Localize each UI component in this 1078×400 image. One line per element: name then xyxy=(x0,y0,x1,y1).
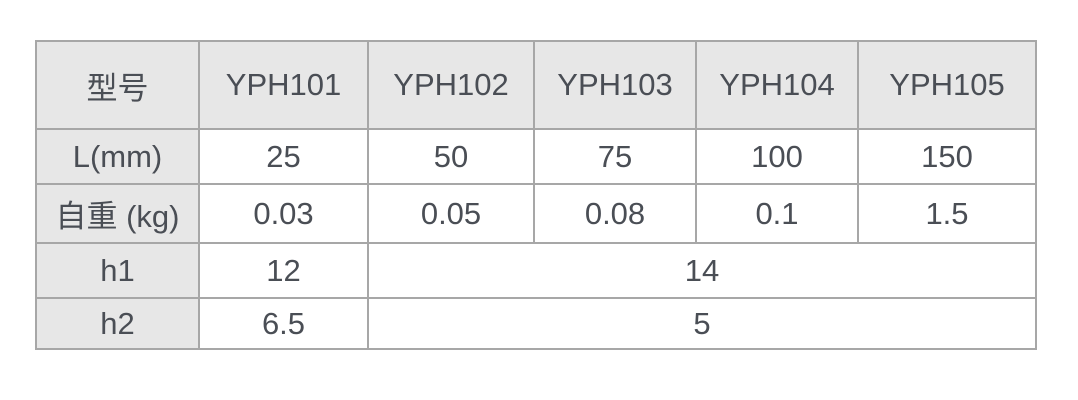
table-row-weight: 自重 (kg) 0.03 0.05 0.08 0.1 1.5 xyxy=(35,183,1037,244)
weight-value-yph104: 0.1 xyxy=(695,183,859,244)
table-row-h1: h1 12 14 xyxy=(35,242,1037,299)
table-header-row: 型号 YPH101 YPH102 YPH103 YPH104 YPH105 xyxy=(35,40,1037,130)
length-value-yph102: 50 xyxy=(367,128,535,185)
header-cell-yph105: YPH105 xyxy=(857,40,1037,130)
header-cell-yph103: YPH103 xyxy=(533,40,697,130)
h1-value-yph101: 12 xyxy=(198,242,369,299)
row-label-h2: h2 xyxy=(35,297,200,350)
weight-value-yph102: 0.05 xyxy=(367,183,535,244)
row-label-h1: h1 xyxy=(35,242,200,299)
row-label-weight: 自重 (kg) xyxy=(35,183,200,244)
length-value-yph105: 150 xyxy=(857,128,1037,185)
row-label-length: L(mm) xyxy=(35,128,200,185)
header-cell-yph104: YPH104 xyxy=(695,40,859,130)
table-row-length: L(mm) 25 50 75 100 150 xyxy=(35,128,1037,185)
product-spec-table: 型号 YPH101 YPH102 YPH103 YPH104 YPH105 L(… xyxy=(35,40,1037,350)
header-model-label: 型号 xyxy=(35,40,200,130)
length-value-yph104: 100 xyxy=(695,128,859,185)
header-cell-yph101: YPH101 xyxy=(198,40,369,130)
length-value-yph101: 25 xyxy=(198,128,369,185)
length-value-yph103: 75 xyxy=(533,128,697,185)
header-cell-yph102: YPH102 xyxy=(367,40,535,130)
h1-value-merged: 14 xyxy=(367,242,1037,299)
weight-value-yph103: 0.08 xyxy=(533,183,697,244)
weight-value-yph101: 0.03 xyxy=(198,183,369,244)
weight-value-yph105: 1.5 xyxy=(857,183,1037,244)
table-row-h2: h2 6.5 5 xyxy=(35,297,1037,350)
h2-value-merged: 5 xyxy=(367,297,1037,350)
h2-value-yph101: 6.5 xyxy=(198,297,369,350)
